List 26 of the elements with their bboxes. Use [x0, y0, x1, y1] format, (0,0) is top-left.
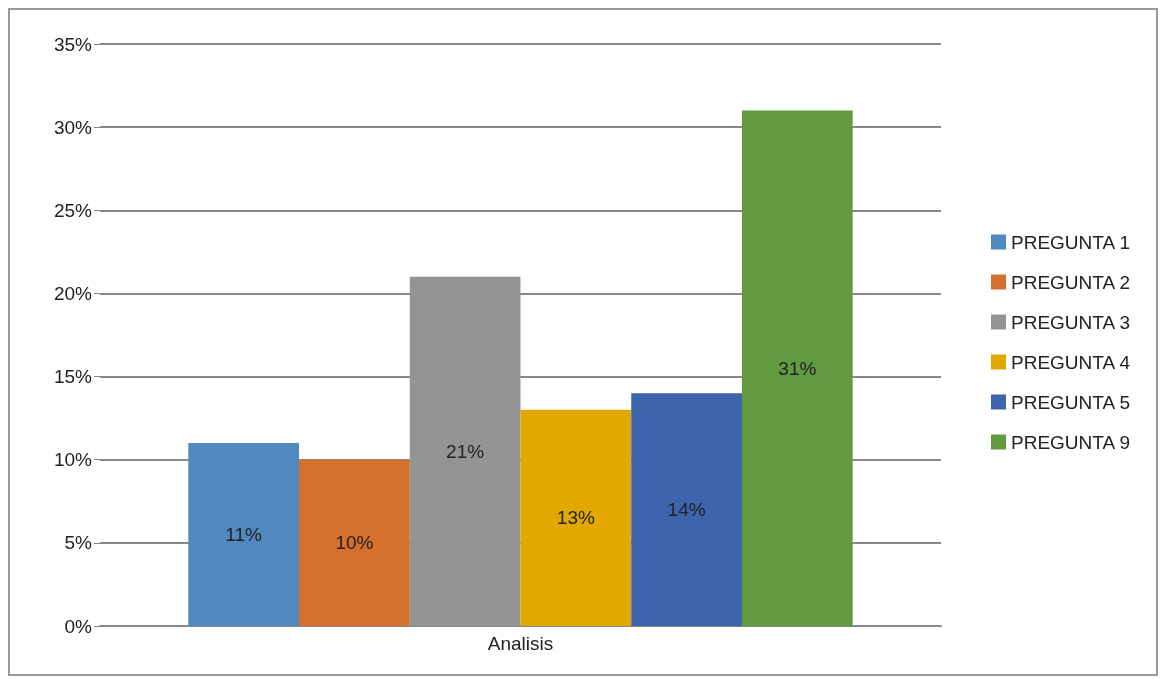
- bar: [631, 393, 742, 626]
- legend-label: PREGUNTA 1: [1011, 231, 1130, 253]
- y-tick-label: 25%: [53, 199, 93, 221]
- data-label: 21%: [446, 440, 485, 462]
- y-tick-label: 15%: [53, 366, 93, 388]
- y-tick-label: 5%: [64, 532, 93, 554]
- bar: [520, 409, 632, 626]
- data-label: 13%: [556, 507, 595, 529]
- y-tick-label: 35%: [53, 33, 93, 55]
- data-label: 14%: [667, 499, 706, 521]
- legend-label: PREGUNTA 9: [1011, 431, 1130, 453]
- legend-label: PREGUNTA 5: [1011, 391, 1130, 413]
- y-tick-label: 30%: [53, 116, 93, 138]
- data-label: 31%: [778, 357, 817, 379]
- bar: [741, 110, 853, 626]
- data-label: 10%: [335, 532, 374, 554]
- bar: [188, 443, 300, 626]
- bar: [299, 459, 410, 626]
- x-tick-label: Analisis: [487, 633, 554, 654]
- legend-label: PREGUNTA 4: [1011, 351, 1131, 373]
- data-label: 11%: [225, 524, 263, 546]
- y-tick-label: 20%: [53, 282, 93, 304]
- y-tick-label: 0%: [64, 615, 93, 637]
- legend-label: PREGUNTA 2: [1011, 271, 1130, 293]
- legend-label: PREGUNTA 3: [1011, 311, 1130, 333]
- y-tick-label: 10%: [53, 449, 93, 471]
